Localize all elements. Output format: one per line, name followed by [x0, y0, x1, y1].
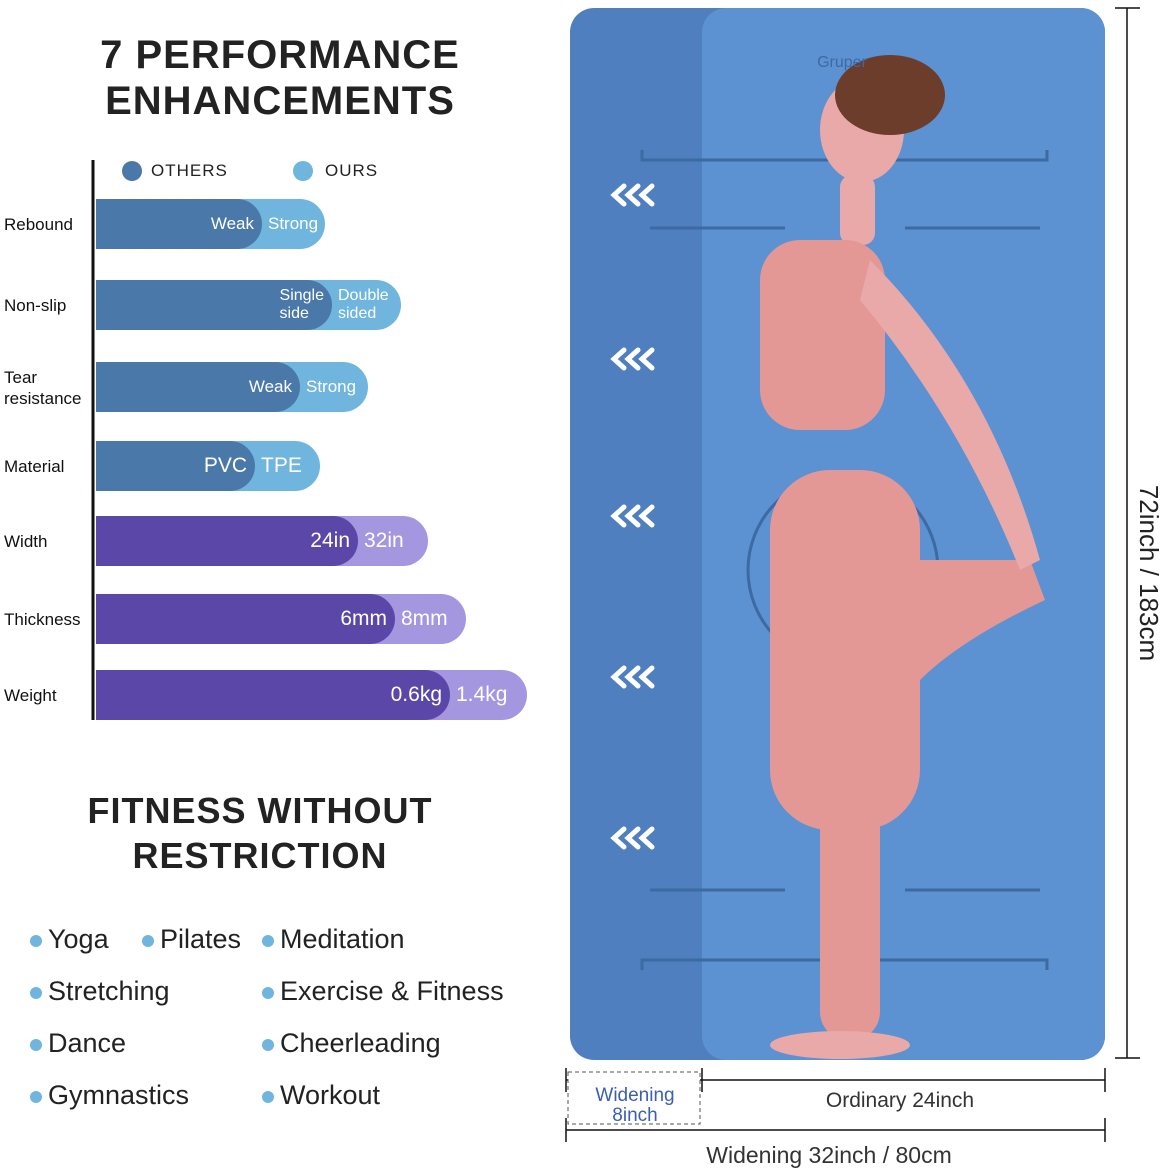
- activity-label: Dance: [48, 1028, 127, 1058]
- activity-label: Gymnastics: [48, 1080, 190, 1110]
- bullet: [30, 986, 42, 999]
- length-label: 72inch / 183cm: [1134, 485, 1164, 661]
- others-bar: PVC: [96, 441, 255, 491]
- feature-label: Tear resistance: [4, 368, 82, 408]
- activity-label: Meditation: [280, 924, 405, 954]
- bullet: [262, 1038, 274, 1051]
- bullet: [262, 986, 274, 999]
- bullet: [30, 934, 42, 947]
- activity-label: Exercise & Fitness: [280, 976, 504, 1006]
- activity-label: Pilates: [160, 924, 242, 954]
- legend-others: OTHERS: [151, 161, 228, 180]
- others-bar: Single side: [96, 280, 332, 330]
- bullet: [30, 1090, 42, 1103]
- activity: Dance: [30, 1028, 126, 1059]
- activity: Cheerleading: [262, 1028, 441, 1059]
- activity: Yoga: [30, 924, 109, 955]
- brand: Gruper: [817, 54, 867, 71]
- bullet: [30, 1038, 42, 1051]
- activity: Workout: [262, 1080, 380, 1111]
- others-bar: 6mm: [96, 594, 395, 644]
- others-bar: 0.6kg: [96, 670, 450, 720]
- activity-label: Cheerleading: [280, 1028, 441, 1058]
- others-bar: Weak: [96, 362, 300, 412]
- subheading: RESTRICTION: [132, 835, 388, 876]
- ordinary-label: Ordinary 24inch: [826, 1089, 974, 1112]
- legend-swatch: [122, 161, 142, 181]
- feature-label: Weight: [4, 686, 57, 705]
- activity-label: Stretching: [48, 976, 170, 1006]
- activity: Exercise & Fitness: [262, 976, 504, 1007]
- bullet: [262, 934, 274, 947]
- feature-label: Material: [4, 457, 65, 476]
- activity: Pilates: [142, 924, 241, 955]
- total-label: Widening 32inch / 80cm: [706, 1142, 951, 1168]
- bullet: [262, 1090, 274, 1103]
- feature-label: Rebound: [4, 215, 74, 234]
- subheading: FITNESS WITHOUT: [87, 790, 433, 831]
- activity: Gymnastics: [30, 1080, 189, 1111]
- feature-label: Width: [4, 532, 48, 551]
- legend-ours: OURS: [325, 161, 379, 180]
- legend-swatch: [293, 161, 313, 181]
- activity: Stretching: [30, 976, 170, 1007]
- activity-label: Workout: [280, 1080, 381, 1110]
- activity-label: Yoga: [48, 924, 109, 954]
- bullet: [142, 934, 154, 947]
- others-bar: Weak: [96, 199, 262, 249]
- heading: ENHANCEMENTS: [105, 79, 455, 123]
- others-bar: 24in: [96, 516, 358, 566]
- feature-label: Non-slip: [4, 296, 67, 315]
- widening-label: Widening 8inch: [595, 1085, 674, 1126]
- heading: 7 PERFORMANCE: [100, 33, 460, 77]
- feature-label: Thickness: [4, 610, 81, 629]
- activity: Meditation: [262, 924, 405, 955]
